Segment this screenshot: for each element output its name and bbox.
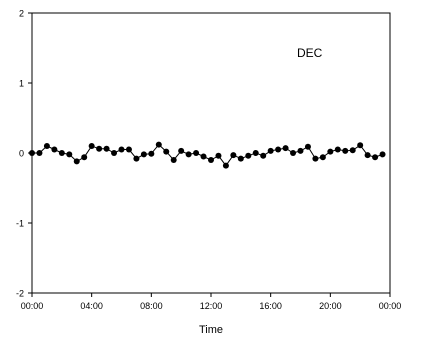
- data-point: [342, 147, 349, 154]
- data-point: [208, 157, 214, 163]
- data-point: [73, 158, 80, 165]
- data-point: [357, 142, 364, 149]
- data-point: [237, 155, 244, 162]
- x-tick-label: 04:00: [80, 301, 103, 311]
- data-point: [245, 152, 252, 159]
- x-axis: 00:00 04:00 08:00 12:00 16:00 20:00 00:00: [21, 293, 402, 311]
- data-point: [230, 152, 237, 159]
- data-point: [66, 151, 73, 158]
- x-tick-label: 00:00: [379, 301, 402, 311]
- data-point: [29, 150, 35, 156]
- data-point: [290, 150, 297, 156]
- data-point: [379, 151, 386, 158]
- x-tick-label: 16:00: [259, 301, 282, 311]
- data-point: [178, 147, 185, 154]
- plot-border: [31, 12, 391, 294]
- data-point: [133, 155, 140, 162]
- y-axis: -2 -1 0 1 2: [16, 9, 32, 299]
- data-point: [163, 148, 170, 155]
- plot-frame: [31, 12, 391, 294]
- x-axis-label: Time: [199, 324, 223, 336]
- data-point: [140, 151, 147, 158]
- data-point: [252, 150, 259, 156]
- data-point: [43, 143, 50, 149]
- y-tick-label: 1: [19, 79, 24, 89]
- data-point: [267, 147, 274, 154]
- x-tick-label: 00:00: [21, 301, 44, 311]
- data-point: [148, 150, 155, 157]
- data-point: [193, 150, 200, 156]
- data-point: [36, 150, 43, 156]
- data-point: [170, 157, 177, 163]
- data-point: [319, 154, 326, 161]
- data-point: [327, 148, 334, 155]
- data-point: [200, 153, 207, 160]
- data-point: [222, 162, 229, 169]
- dec-annotation: DEC: [297, 46, 323, 60]
- data-point: [88, 143, 95, 149]
- data-point: [372, 154, 379, 161]
- data-point: [275, 146, 282, 153]
- data-point: [297, 147, 304, 154]
- data-point: [282, 145, 289, 152]
- data-point: [118, 146, 125, 153]
- data-point: [215, 152, 222, 159]
- data-point: [185, 151, 192, 158]
- x-tick-label: 08:00: [140, 301, 163, 311]
- data-point: [111, 150, 118, 156]
- x-tick-label: 12:00: [200, 301, 223, 311]
- data-points: [29, 141, 386, 169]
- data-point: [312, 155, 319, 162]
- data-point: [96, 145, 103, 152]
- data-point: [81, 154, 88, 161]
- y-tick-label: 2: [19, 9, 24, 19]
- y-tick-label: 0: [19, 149, 24, 159]
- data-point: [51, 146, 58, 153]
- data-point: [125, 146, 132, 153]
- y-tick-label: -2: [16, 289, 24, 299]
- data-point: [58, 150, 65, 156]
- data-point: [155, 141, 162, 148]
- data-point: [364, 152, 371, 159]
- data-point: [103, 145, 110, 152]
- data-point: [349, 147, 356, 154]
- x-tick-label: 20:00: [319, 301, 342, 311]
- data-point: [260, 152, 267, 159]
- data-point: [334, 146, 341, 153]
- data-point: [304, 143, 311, 150]
- y-tick-label: -1: [16, 219, 24, 229]
